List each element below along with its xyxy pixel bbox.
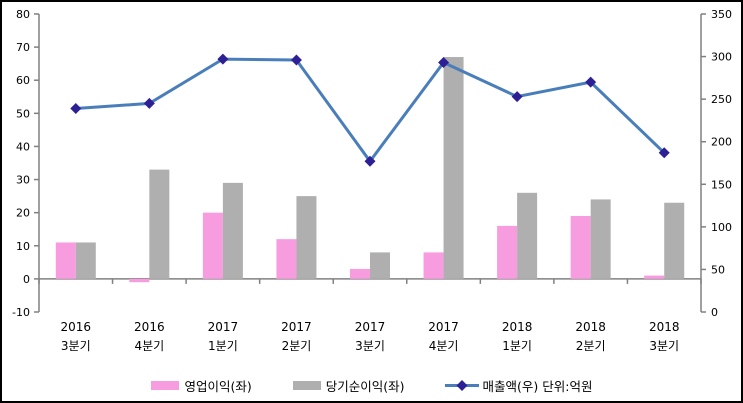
x-axis-label-year: 2018 — [575, 320, 606, 334]
bar-operating-profit — [350, 268, 370, 279]
legend-label-unit: 단위:억원 — [542, 378, 593, 394]
x-axis-label-quarter: 3분기 — [355, 339, 385, 353]
bar-net-income — [370, 252, 390, 279]
chart-legend: 영업이익(좌) 당기순이익(좌) 매출액(우) 단위:억원 — [2, 374, 741, 396]
x-axis-label-year: 2018 — [502, 320, 533, 334]
y-axis-left-label: 30 — [16, 174, 30, 187]
bar-operating-profit — [55, 242, 76, 279]
bar-net-income — [296, 196, 317, 279]
legend-label-revenue: 매출액(우) — [482, 378, 539, 394]
bar-net-income — [664, 202, 685, 279]
y-axis-left-label: 80 — [16, 8, 30, 21]
y-axis-right-label: 50 — [711, 263, 725, 276]
bar-operating-profit — [129, 278, 150, 283]
x-axis-label-year: 2017 — [355, 320, 386, 334]
x-axis-label-year: 2017 — [428, 320, 459, 334]
x-axis-label-year: 2016 — [134, 320, 165, 334]
bar-net-income — [517, 192, 538, 279]
x-axis-label-year: 2016 — [61, 320, 92, 334]
marker-revenue — [658, 147, 670, 159]
marker-revenue — [143, 97, 155, 109]
y-axis-left-label: 20 — [16, 207, 30, 220]
y-axis-left-label: 40 — [16, 140, 30, 153]
y-axis-right-label: 300 — [711, 51, 732, 64]
combo-chart: -10 0 10 20 30 40 50 60 70 80 0 50 100 150 200 250 300 35… — [12, 8, 732, 353]
marker-revenue — [364, 155, 376, 167]
marker-revenue — [290, 54, 302, 66]
bar-operating-profit — [570, 215, 591, 279]
y-axis-right-label: 200 — [711, 136, 732, 149]
y-axis-right-label: 250 — [711, 93, 732, 106]
legend-item-net-income: 당기순이익(좌) — [292, 376, 405, 395]
bar-operating-profit — [644, 275, 665, 279]
bar-net-income — [443, 57, 464, 279]
bar-operating-profit — [202, 212, 223, 279]
y-axis-left-label: 10 — [16, 240, 30, 253]
y-axis-right-label: 100 — [711, 221, 732, 234]
y-axis-right-label: 0 — [711, 306, 718, 319]
bar-operating-profit — [276, 239, 297, 279]
operating-profit-swatch-icon — [151, 380, 180, 390]
y-axis-left-label: 60 — [16, 74, 30, 87]
x-axis-label-year: 2018 — [649, 320, 680, 334]
x-axis-label-year: 2017 — [208, 320, 239, 334]
net-income-swatch-icon — [292, 380, 321, 390]
bar-net-income — [75, 242, 96, 279]
y-axis-left-label: 50 — [16, 107, 30, 120]
legend-item-revenue: 매출액(우) 단위:억원 — [444, 376, 593, 395]
x-axis-label-year: 2017 — [281, 320, 312, 334]
bar-operating-profit — [423, 252, 444, 279]
y-axis-left-label: 70 — [16, 41, 30, 54]
y-axis-left-label: 0 — [23, 273, 30, 286]
legend-label-operating-profit: 영업이익(좌) — [184, 378, 252, 394]
legend-item-operating-profit: 영업이익(좌) — [150, 376, 252, 395]
bar-net-income — [222, 182, 243, 279]
x-axis-label-quarter: 3분기 — [649, 339, 679, 353]
y-axis-left-label: -10 — [12, 306, 30, 319]
y-axis-right-label: 150 — [711, 178, 732, 191]
bar-operating-profit — [497, 225, 518, 279]
marker-revenue — [70, 103, 82, 115]
y-axis-right-label: 350 — [711, 8, 732, 21]
x-axis-label-quarter: 4분기 — [429, 339, 459, 353]
legend-label-net-income: 당기순이익(좌) — [325, 378, 405, 394]
bar-net-income — [590, 199, 611, 279]
x-axis-label-quarter: 1분기 — [502, 339, 532, 353]
bar-net-income — [149, 169, 170, 279]
revenue-line-swatch-icon — [444, 379, 479, 391]
x-axis-label-quarter: 2분기 — [576, 339, 606, 353]
marker-revenue — [217, 53, 229, 65]
line-revenue — [75, 57, 666, 164]
x-axis-label-quarter: 1분기 — [208, 339, 238, 353]
x-axis-label-quarter: 2분기 — [282, 339, 312, 353]
marker-revenue — [438, 57, 450, 69]
marker-revenue — [585, 76, 597, 88]
x-axis-label-quarter: 3분기 — [61, 339, 91, 353]
x-axis-label-quarter: 4분기 — [134, 339, 164, 353]
marker-revenue — [511, 91, 523, 103]
